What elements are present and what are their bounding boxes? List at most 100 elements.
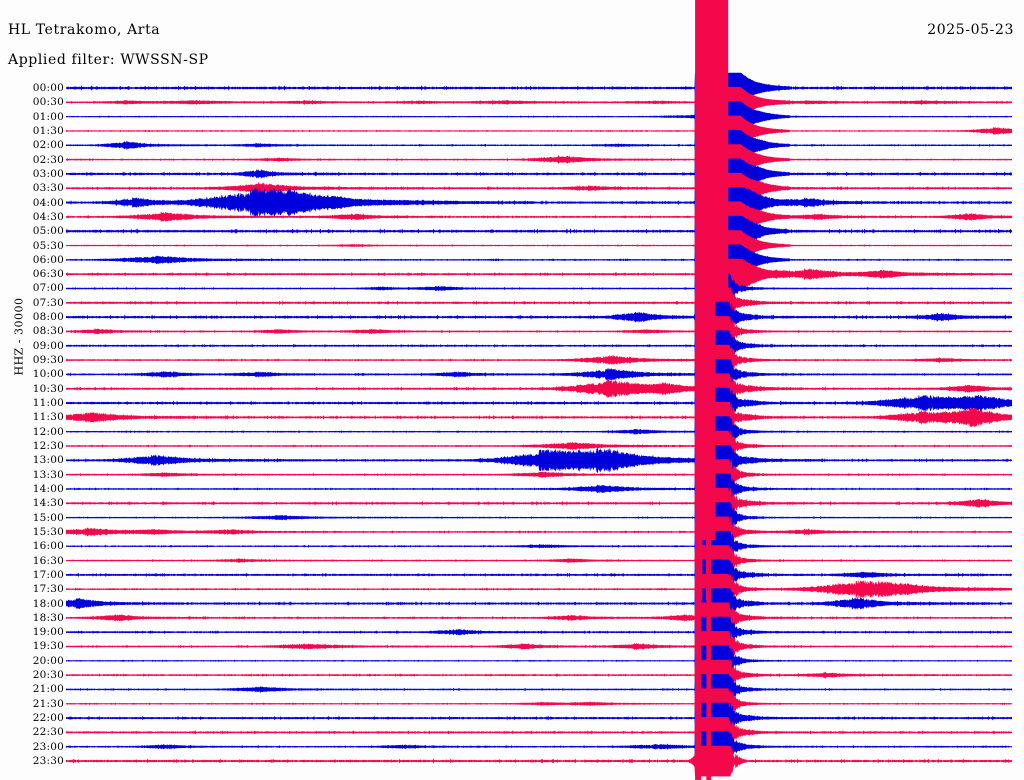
major-event-band [695,300,716,540]
time-tick-0430: 04:30 [32,210,64,223]
time-tick-0130: 01:30 [32,124,64,137]
trace-row-0400 [66,186,1012,219]
trace-row-0130 [66,115,1012,147]
time-tick-2000: 20:00 [32,654,64,667]
trace-row-0530 [66,230,1012,261]
trace-row-2200 [66,702,1012,734]
trace-row-1230 [66,430,1012,462]
trace-row-1030 [66,373,1012,405]
time-tick-1430: 14:30 [32,497,64,510]
time-tick-0400: 04:00 [32,196,64,209]
trace-row-1330 [66,459,1012,491]
trace-row-1800 [66,587,1012,619]
trace-row-0430 [66,201,1012,233]
time-tick-1330: 13:30 [32,468,64,481]
time-tick-0900: 09:00 [32,339,64,352]
trace-row-2030 [66,659,1012,691]
time-tick-0930: 09:30 [32,354,64,367]
trace-row-0500 [66,215,1012,247]
time-tick-0800: 08:00 [32,311,64,324]
time-tick-1830: 18:30 [32,611,64,624]
trace-row-2100 [66,674,1012,705]
trace-row-0930 [66,344,1012,376]
trace-row-0700 [66,272,1012,304]
trace-row-0630 [66,258,1012,290]
time-tick-0000: 00:00 [32,82,64,94]
time-tick-1030: 10:30 [32,382,64,395]
trace-row-2230 [66,717,1012,748]
trace-row-0300 [66,158,1012,190]
trace-row-0230 [66,144,1012,175]
trace-row-2130 [66,688,1012,720]
time-tick-1600: 16:00 [32,540,64,553]
major-event-band [695,540,703,600]
time-tick-2200: 22:00 [32,712,64,725]
time-tick-1800: 18:00 [32,597,64,610]
trace-row-1430 [66,487,1012,519]
time-tick-0830: 08:30 [32,325,64,338]
trace-row-0100 [66,101,1012,132]
time-tick-1930: 19:30 [32,640,64,653]
trace-row-1930 [66,631,1012,662]
applied-filter-label: Applied filter: WWSSN-SP [8,52,209,68]
trace-row-1530 [66,516,1012,548]
trace-row-1830 [66,602,1012,634]
time-tick-0330: 03:30 [32,182,64,195]
trace-row-0800 [66,301,1012,333]
time-tick-0300: 03:00 [32,167,64,180]
time-tick-1530: 15:30 [32,525,64,538]
trace-row-1500 [66,502,1012,534]
time-tick-1130: 11:30 [32,411,64,424]
trace-row-0200 [66,129,1012,161]
time-tick-0730: 07:30 [32,296,64,309]
time-tick-0200: 02:00 [32,139,64,152]
trace-row-2000 [66,645,1012,677]
seismogram-traces [66,0,1012,780]
trace-row-1400 [66,473,1012,505]
time-tick-2330: 23:30 [32,755,64,768]
major-event-band [695,600,702,780]
time-tick-2130: 21:30 [32,697,64,710]
time-tick-0030: 00:30 [32,96,64,109]
trace-row-0030 [66,87,1012,118]
time-tick-1730: 17:30 [32,583,64,596]
trace-row-1300 [66,444,1012,476]
time-tick-1700: 17:00 [32,568,64,581]
time-tick-1400: 14:00 [32,482,64,495]
time-axis-ticks: 00:00 00:30 01:00 01:30 02:00 02:30 03:00 03:30… [12,0,64,780]
major-event-band [706,600,711,780]
time-tick-0600: 06:00 [32,253,64,266]
trace-row-1730 [66,573,1012,605]
station-title: HL Tetrakomo, Arta [8,22,161,38]
time-tick-0700: 07:00 [32,282,64,295]
trace-row-1700 [66,559,1012,591]
time-tick-2100: 21:00 [32,683,64,696]
time-tick-0630: 06:30 [32,268,64,281]
time-tick-2230: 22:30 [32,726,64,739]
time-tick-0230: 02:30 [32,153,64,166]
time-tick-1230: 12:30 [32,440,64,452]
time-tick-0100: 01:00 [32,110,64,123]
time-tick-1200: 12:00 [32,425,64,438]
time-tick-1000: 10:00 [32,368,64,381]
trace-row-2300 [66,731,1012,763]
time-tick-1300: 13:00 [32,454,64,467]
trace-row-2330 [66,745,1012,777]
trace-row-1000 [66,359,1012,390]
trace-row-1100 [66,387,1012,419]
time-tick-1100: 11:00 [32,397,64,410]
trace-row-1130 [66,401,1012,433]
time-tick-1630: 16:30 [32,554,64,567]
trace-row-0900 [66,330,1012,362]
trace-row-0600 [66,244,1012,276]
trace-row-0730 [66,287,1012,319]
trace-row-1600 [66,530,1012,562]
time-tick-0500: 05:00 [32,225,64,238]
major-event-band [705,540,711,600]
trace-row-0830 [66,316,1012,347]
time-tick-1900: 19:00 [32,626,64,639]
time-tick-1500: 15:00 [32,511,64,524]
trace-row-1200 [66,416,1012,448]
